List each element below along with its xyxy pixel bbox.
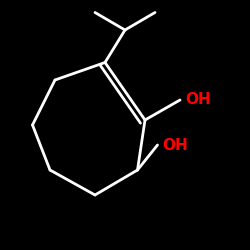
Text: OH: OH [185, 92, 211, 108]
Text: OH: OH [162, 138, 188, 152]
